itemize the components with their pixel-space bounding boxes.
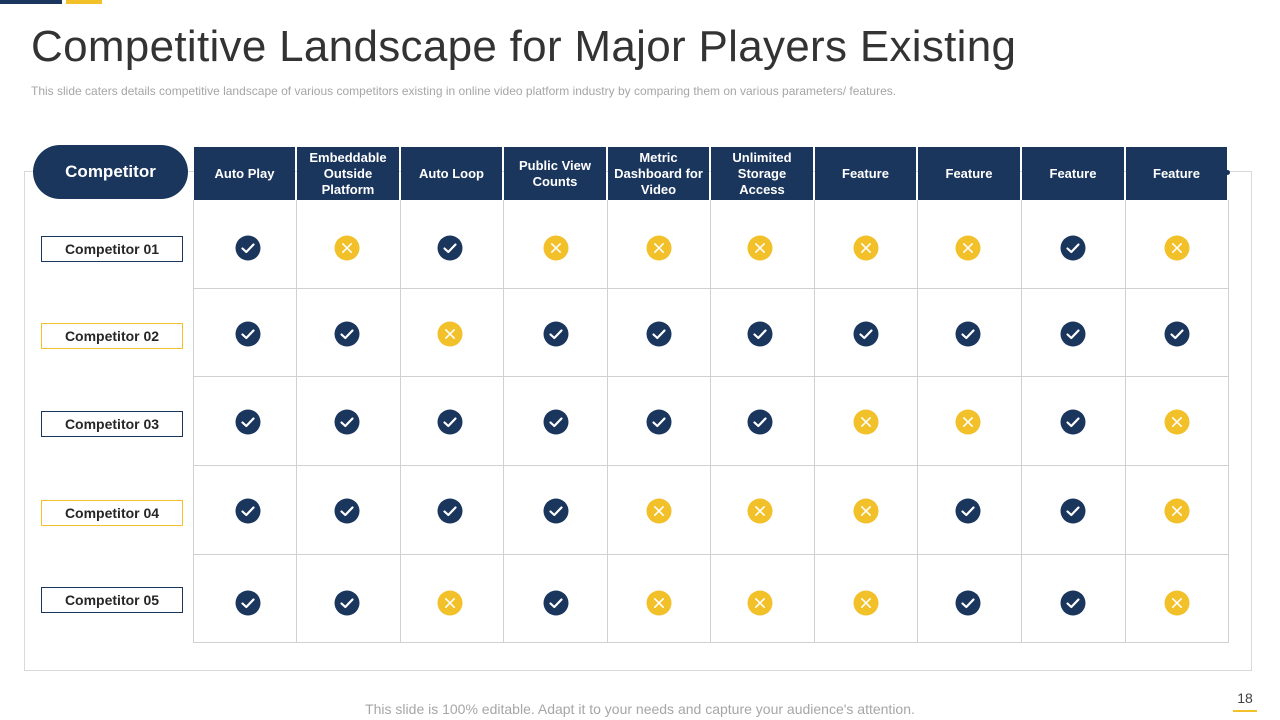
column-header: Auto Loop	[401, 147, 502, 200]
x-circle-icon	[1164, 498, 1190, 524]
check-circle-icon	[543, 498, 569, 524]
slide-title: Competitive Landscape for Major Players …	[31, 22, 1017, 71]
check-circle-icon	[1060, 235, 1086, 261]
x-circle-icon	[955, 235, 981, 261]
grid-column-line	[607, 200, 608, 642]
x-circle-icon	[1164, 235, 1190, 261]
check-circle-icon	[235, 321, 261, 347]
check-circle-icon	[543, 590, 569, 616]
x-circle-icon	[646, 235, 672, 261]
x-circle-icon	[853, 409, 879, 435]
x-circle-icon	[543, 235, 569, 261]
grid-column-line	[400, 200, 401, 642]
check-circle-icon	[747, 321, 773, 347]
grid-column-line	[1021, 200, 1022, 642]
accent-bar-navy	[0, 0, 62, 4]
grid-row-line	[194, 554, 1229, 555]
competitor-label: Competitor 05	[41, 587, 183, 613]
x-circle-icon	[437, 590, 463, 616]
column-header: Public View Counts	[504, 147, 606, 200]
slide-subtitle: This slide caters details competitive la…	[31, 84, 897, 98]
column-header: Feature	[918, 147, 1020, 200]
check-circle-icon	[747, 409, 773, 435]
check-circle-icon	[853, 321, 879, 347]
competitor-label: Competitor 04	[41, 500, 183, 526]
page-number: 18	[1237, 690, 1253, 706]
check-circle-icon	[334, 590, 360, 616]
check-circle-icon	[1164, 321, 1190, 347]
x-circle-icon	[1164, 409, 1190, 435]
column-header: Feature	[1126, 147, 1227, 200]
check-circle-icon	[646, 321, 672, 347]
column-header: Auto Play	[194, 147, 295, 200]
x-circle-icon	[853, 498, 879, 524]
page-number-underline	[1233, 710, 1257, 712]
check-circle-icon	[235, 409, 261, 435]
check-circle-icon	[646, 409, 672, 435]
accent-bar-gold	[66, 0, 102, 4]
x-circle-icon	[747, 235, 773, 261]
competitor-label: Competitor 02	[41, 323, 183, 349]
grid-column-line	[503, 200, 504, 642]
x-circle-icon	[853, 235, 879, 261]
grid-column-line	[1228, 200, 1229, 642]
check-circle-icon	[955, 321, 981, 347]
column-header: Unlimited Storage Access	[711, 147, 813, 200]
comparison-grid	[193, 200, 1229, 643]
x-circle-icon	[955, 409, 981, 435]
check-circle-icon	[235, 498, 261, 524]
check-circle-icon	[955, 498, 981, 524]
check-circle-icon	[1060, 590, 1086, 616]
grid-column-line	[814, 200, 815, 642]
check-circle-icon	[1060, 409, 1086, 435]
check-circle-icon	[334, 321, 360, 347]
check-circle-icon	[437, 235, 463, 261]
column-header: Feature	[815, 147, 916, 200]
grid-row-line	[194, 376, 1229, 377]
check-circle-icon	[955, 590, 981, 616]
grid-column-line	[296, 200, 297, 642]
x-circle-icon	[334, 235, 360, 261]
check-circle-icon	[1060, 498, 1086, 524]
grid-column-line	[917, 200, 918, 642]
competitor-header-pill: Competitor	[33, 145, 188, 199]
column-header: Feature	[1022, 147, 1124, 200]
check-circle-icon	[235, 235, 261, 261]
footer-note: This slide is 100% editable. Adapt it to…	[365, 701, 915, 717]
x-circle-icon	[853, 590, 879, 616]
check-circle-icon	[437, 409, 463, 435]
check-circle-icon	[437, 498, 463, 524]
grid-row-line	[194, 465, 1229, 466]
check-circle-icon	[543, 409, 569, 435]
grid-row-line	[194, 288, 1229, 289]
check-circle-icon	[1060, 321, 1086, 347]
grid-column-line	[1125, 200, 1126, 642]
competitor-label: Competitor 03	[41, 411, 183, 437]
check-circle-icon	[543, 321, 569, 347]
check-circle-icon	[334, 498, 360, 524]
column-header: Embeddable Outside Platform	[297, 147, 399, 200]
x-circle-icon	[646, 498, 672, 524]
x-circle-icon	[646, 590, 672, 616]
header-end-dot	[1225, 170, 1230, 175]
check-circle-icon	[334, 409, 360, 435]
competitor-label: Competitor 01	[41, 236, 183, 262]
column-header: Metric Dashboard for Video	[608, 147, 709, 200]
x-circle-icon	[437, 321, 463, 347]
x-circle-icon	[747, 590, 773, 616]
grid-column-line	[710, 200, 711, 642]
x-circle-icon	[1164, 590, 1190, 616]
x-circle-icon	[747, 498, 773, 524]
check-circle-icon	[235, 590, 261, 616]
